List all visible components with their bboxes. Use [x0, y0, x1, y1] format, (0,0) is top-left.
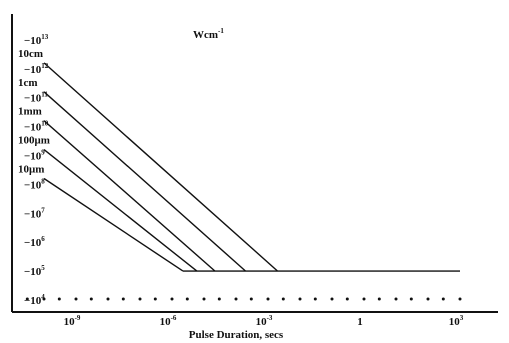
- y-tick-label: −106: [24, 235, 45, 249]
- y-tick-label: −105: [24, 264, 45, 278]
- baseline-mark: [426, 297, 430, 301]
- series-label: 1cm: [18, 77, 38, 89]
- y-tick-label: −1011: [24, 91, 48, 105]
- y-tick-label: −1010: [24, 120, 49, 134]
- series-layer: [43, 62, 460, 272]
- y-tick-label: −1012: [24, 62, 49, 76]
- y-tick-label: −104: [24, 293, 45, 307]
- y-tick-label: −1013: [24, 33, 49, 47]
- series-label: 100μm: [18, 135, 50, 147]
- baseline-mark: [298, 297, 302, 301]
- baseline-mark: [89, 297, 93, 301]
- baseline-mark: [121, 297, 125, 301]
- unit-label: Wcm-1: [193, 27, 224, 41]
- series-labels: 10cm 1cm 1mm 100μm 10μm: [18, 48, 50, 176]
- baseline-mark: [281, 297, 285, 301]
- y-tick-labels: −1013 −1012 −1011 −1010 −109 −108 −107 −106 −105…: [24, 33, 49, 307]
- baseline-mark: [394, 297, 398, 301]
- baseline-mark: [441, 297, 445, 301]
- baseline-mark: [377, 297, 381, 301]
- baseline-mark: [25, 297, 29, 301]
- y-tick-label: −107: [24, 206, 45, 220]
- x-axis-title: Pulse Duration, secs: [189, 329, 284, 341]
- baseline-mark: [106, 297, 110, 301]
- baseline-mark: [409, 297, 413, 301]
- series-line: [43, 120, 216, 272]
- baseline-mark: [153, 297, 157, 301]
- series-line: [43, 62, 279, 272]
- x-tick-label: 103: [449, 314, 464, 328]
- baseline-mark: [313, 297, 317, 301]
- series-label: 10μm: [18, 164, 44, 176]
- x-tick-label: 10-3: [256, 314, 273, 328]
- baseline-mark: [170, 297, 174, 301]
- baseline-mark: [234, 297, 238, 301]
- baseline-mark: [362, 297, 366, 301]
- series-line: [43, 91, 247, 272]
- series-line: [43, 177, 184, 272]
- series-label: 1mm: [18, 106, 42, 118]
- series-line: [43, 149, 198, 272]
- y-tick-label: −109: [24, 149, 45, 163]
- baseline-mark: [458, 297, 462, 301]
- baseline-mark: [330, 297, 334, 301]
- x-tick-label: 10-6: [160, 314, 177, 328]
- baseline-mark: [74, 297, 78, 301]
- baseline-mark: [138, 297, 142, 301]
- baseline-mark: [42, 297, 46, 301]
- baseline-mark: [249, 297, 253, 301]
- y-tick-label: −108: [24, 177, 45, 191]
- baseline-mark: [217, 297, 221, 301]
- baseline-mark: [345, 297, 349, 301]
- x-tick-label: 1: [357, 316, 363, 328]
- x-tick-label: 10-9: [64, 314, 81, 328]
- series-label: 10cm: [18, 48, 43, 60]
- baseline-mark: [202, 297, 206, 301]
- baseline-mark: [185, 297, 189, 301]
- baseline-marks: [25, 297, 462, 301]
- baseline-mark: [266, 297, 270, 301]
- x-tick-labels: 10-9 10-6 10-3 1 103: [64, 314, 464, 328]
- baseline-mark: [57, 297, 61, 301]
